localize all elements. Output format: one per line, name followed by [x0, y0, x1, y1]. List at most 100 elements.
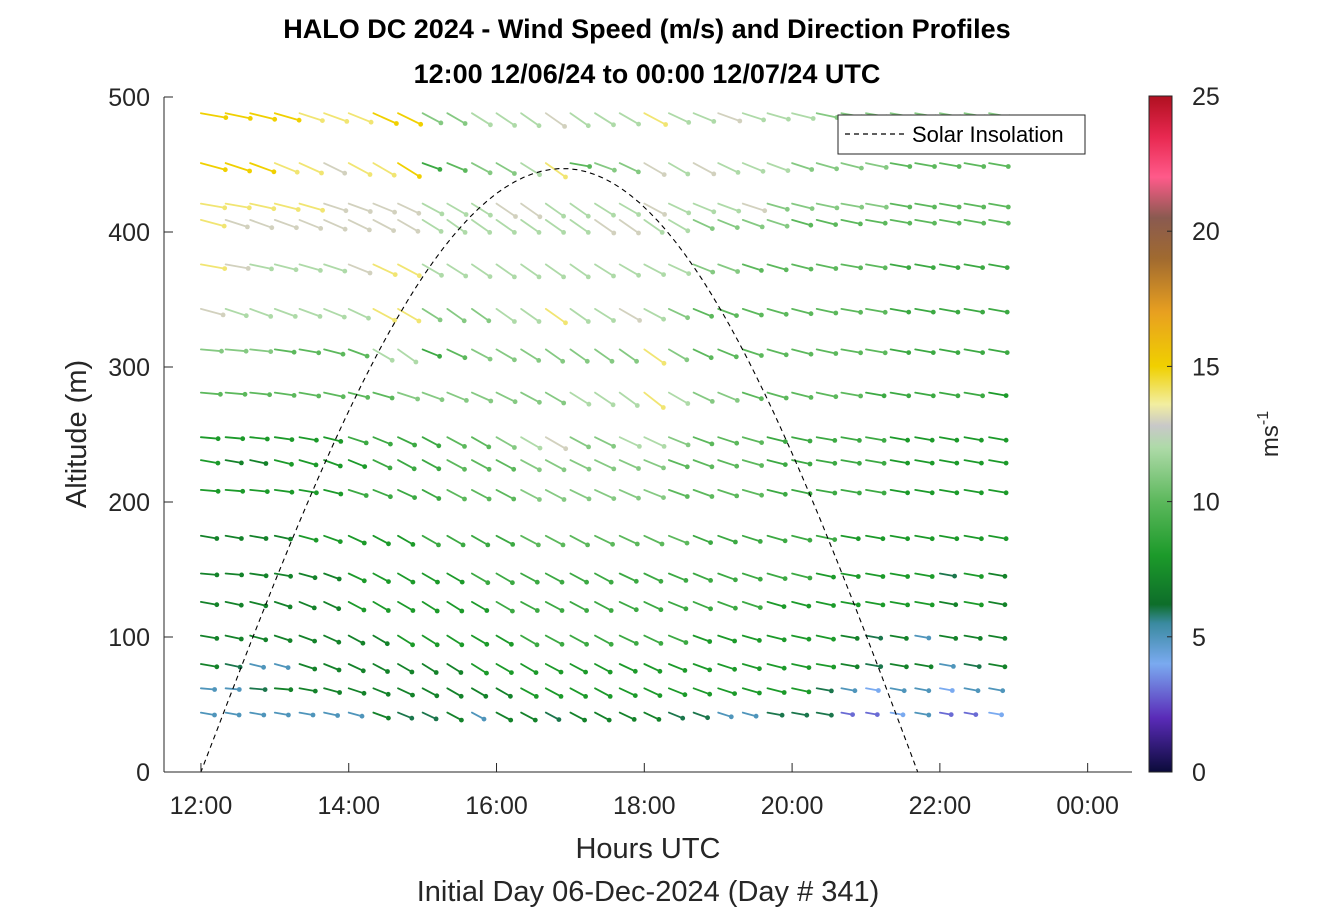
wind-arrow-head	[832, 490, 838, 496]
wind-arrow-head	[486, 444, 492, 450]
wind-arrow-head	[289, 437, 295, 442]
wind-arrow-shaft	[544, 202, 565, 218]
wind-arrow-shaft	[939, 534, 958, 540]
wind-arrow-head	[708, 578, 713, 583]
wind-arrow	[199, 436, 221, 442]
wind-arrow-shaft	[495, 202, 517, 218]
wind-arrow-shaft	[840, 391, 862, 397]
wind-arrow	[692, 459, 715, 470]
wind-arrow-head	[980, 265, 985, 270]
wind-arrow-shaft	[199, 601, 218, 606]
wind-arrow-shaft	[544, 112, 566, 128]
wind-arrow-shaft	[840, 202, 863, 209]
wind-arrow-shaft	[889, 572, 909, 578]
wind-arrow-shaft	[791, 202, 813, 210]
wind-arrow-head	[486, 318, 492, 324]
wind-arrow-head	[708, 355, 714, 361]
x-tick-label: 00:00	[1056, 792, 1119, 820]
wind-arrow-shaft	[914, 218, 936, 225]
wind-arrow-head	[732, 691, 737, 696]
wind-arrow-head	[955, 265, 961, 270]
wind-arrow-shaft	[988, 218, 1010, 225]
wind-arrow-shaft	[273, 601, 292, 608]
wind-arrow-shaft	[741, 534, 762, 543]
wind-arrow-shaft	[643, 572, 662, 583]
wind-arrow-shaft	[569, 459, 590, 471]
wind-arrow-shaft	[668, 436, 689, 446]
wind-arrow	[914, 202, 937, 210]
wind-arrow-shaft	[692, 634, 711, 643]
wind-arrow-shaft	[520, 436, 541, 450]
wind-arrow	[988, 218, 1011, 226]
wind-arrow	[224, 711, 242, 718]
wind-arrow-head	[682, 668, 688, 673]
wind-arrow	[865, 663, 884, 669]
wind-arrow	[544, 202, 566, 219]
wind-arrow-head	[245, 266, 251, 271]
wind-arrow-shaft	[544, 687, 562, 698]
wind-arrow-shaft	[544, 572, 563, 584]
wind-arrow-shaft	[963, 391, 984, 397]
wind-arrow-head	[212, 712, 217, 718]
wind-arrow-shaft	[520, 663, 537, 674]
wind-arrow-shaft	[692, 348, 713, 359]
wind-arrow-head	[611, 443, 616, 449]
wind-arrow-head	[263, 461, 269, 466]
wind-arrow-head	[633, 578, 639, 584]
wind-arrow-shaft	[914, 534, 934, 540]
wind-arrow	[865, 263, 888, 271]
wind-arrow	[249, 687, 268, 692]
wind-arrow-head	[979, 536, 984, 542]
wind-arrow-head	[386, 579, 391, 584]
wind-arrow-shaft	[939, 436, 958, 442]
wind-arrow-head	[389, 395, 395, 401]
wind-arrow-shaft	[397, 348, 417, 363]
wind-arrow	[815, 711, 834, 718]
wind-arrow-head	[361, 540, 367, 546]
wind-arrow-head	[907, 204, 913, 210]
wind-arrow-head	[661, 444, 667, 449]
wind-arrow	[939, 601, 959, 608]
wind-arrow-head	[487, 230, 493, 235]
wind-arrow	[594, 663, 613, 675]
wind-arrow-shaft	[643, 391, 665, 409]
wind-arrow-shaft	[372, 391, 394, 399]
wind-arrow-head	[534, 608, 540, 613]
wind-arrow	[618, 572, 639, 584]
wind-arrow	[199, 459, 221, 466]
wind-arrow	[372, 162, 397, 178]
wind-arrow	[815, 348, 839, 356]
wind-arrow	[865, 307, 888, 315]
wind-arrow-head	[437, 317, 443, 323]
wind-arrow	[249, 459, 269, 466]
wind-arrow	[495, 436, 517, 450]
wind-arrow	[741, 459, 764, 468]
wind-arrow	[988, 162, 1011, 169]
wind-arrow-head	[563, 320, 568, 326]
wind-arrow-shaft	[643, 348, 665, 365]
wind-arrow-head	[462, 355, 468, 361]
wind-arrow	[988, 634, 1008, 641]
wind-arrow	[298, 391, 322, 399]
wind-arrow-head	[855, 574, 861, 579]
wind-arrow	[692, 202, 717, 215]
wind-arrow	[741, 307, 764, 318]
wind-arrow-shaft	[520, 218, 540, 234]
wind-arrow-shaft	[495, 348, 516, 361]
wind-arrow-head	[954, 536, 960, 542]
wind-arrow-shaft	[791, 436, 811, 442]
wind-arrow-shaft	[840, 263, 862, 269]
wind-arrow-head	[487, 170, 493, 176]
wind-arrow-head	[417, 174, 422, 179]
wind-arrow-head	[932, 220, 937, 226]
wind-arrow-shaft	[298, 263, 322, 272]
wind-arrow	[298, 488, 319, 496]
wind-arrow-shaft	[323, 218, 347, 231]
wind-arrow	[865, 711, 880, 717]
wind-arrow-shaft	[717, 162, 739, 174]
wind-arrow-shaft	[273, 391, 296, 397]
wind-arrow-shaft	[963, 459, 983, 465]
wind-arrow	[569, 534, 590, 548]
wind-arrow-head	[782, 439, 788, 444]
wind-arrow	[224, 348, 249, 354]
